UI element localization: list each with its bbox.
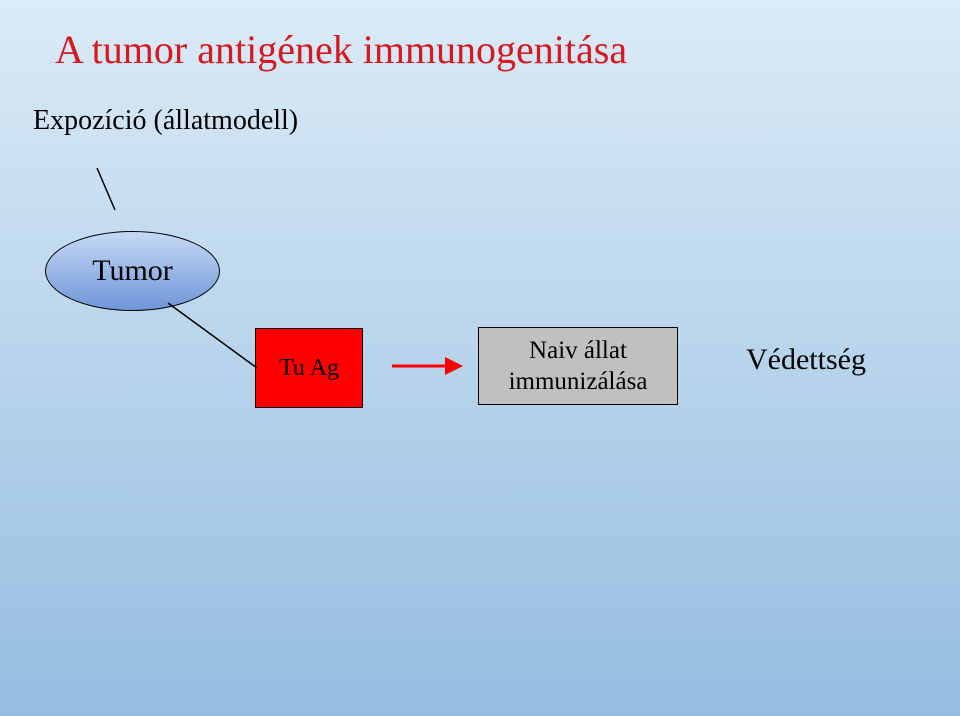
node-vedettseg: Védettség (746, 343, 866, 377)
node-naiv-label-line2: immunizálása (509, 368, 648, 395)
node-tuag: Tu Ag (255, 328, 363, 408)
slide-title: A tumor antigének immunogenitása (55, 26, 627, 73)
slide: A tumor antigének immunogenitása Expozíc… (0, 0, 960, 716)
node-tuag-label: Tu Ag (279, 355, 339, 382)
subtitle-exposure: Expozíció (állatmodell) (33, 105, 298, 137)
node-naiv: Naiv állat immunizálása (478, 327, 678, 405)
node-tumor-label: Tumor (92, 254, 173, 288)
connector-tumor-to-tuag (168, 303, 257, 368)
node-naiv-label-line1: Naiv állat (529, 337, 627, 364)
node-tumor: Tumor (45, 231, 220, 311)
connector-expo-to-tumor (97, 168, 115, 210)
